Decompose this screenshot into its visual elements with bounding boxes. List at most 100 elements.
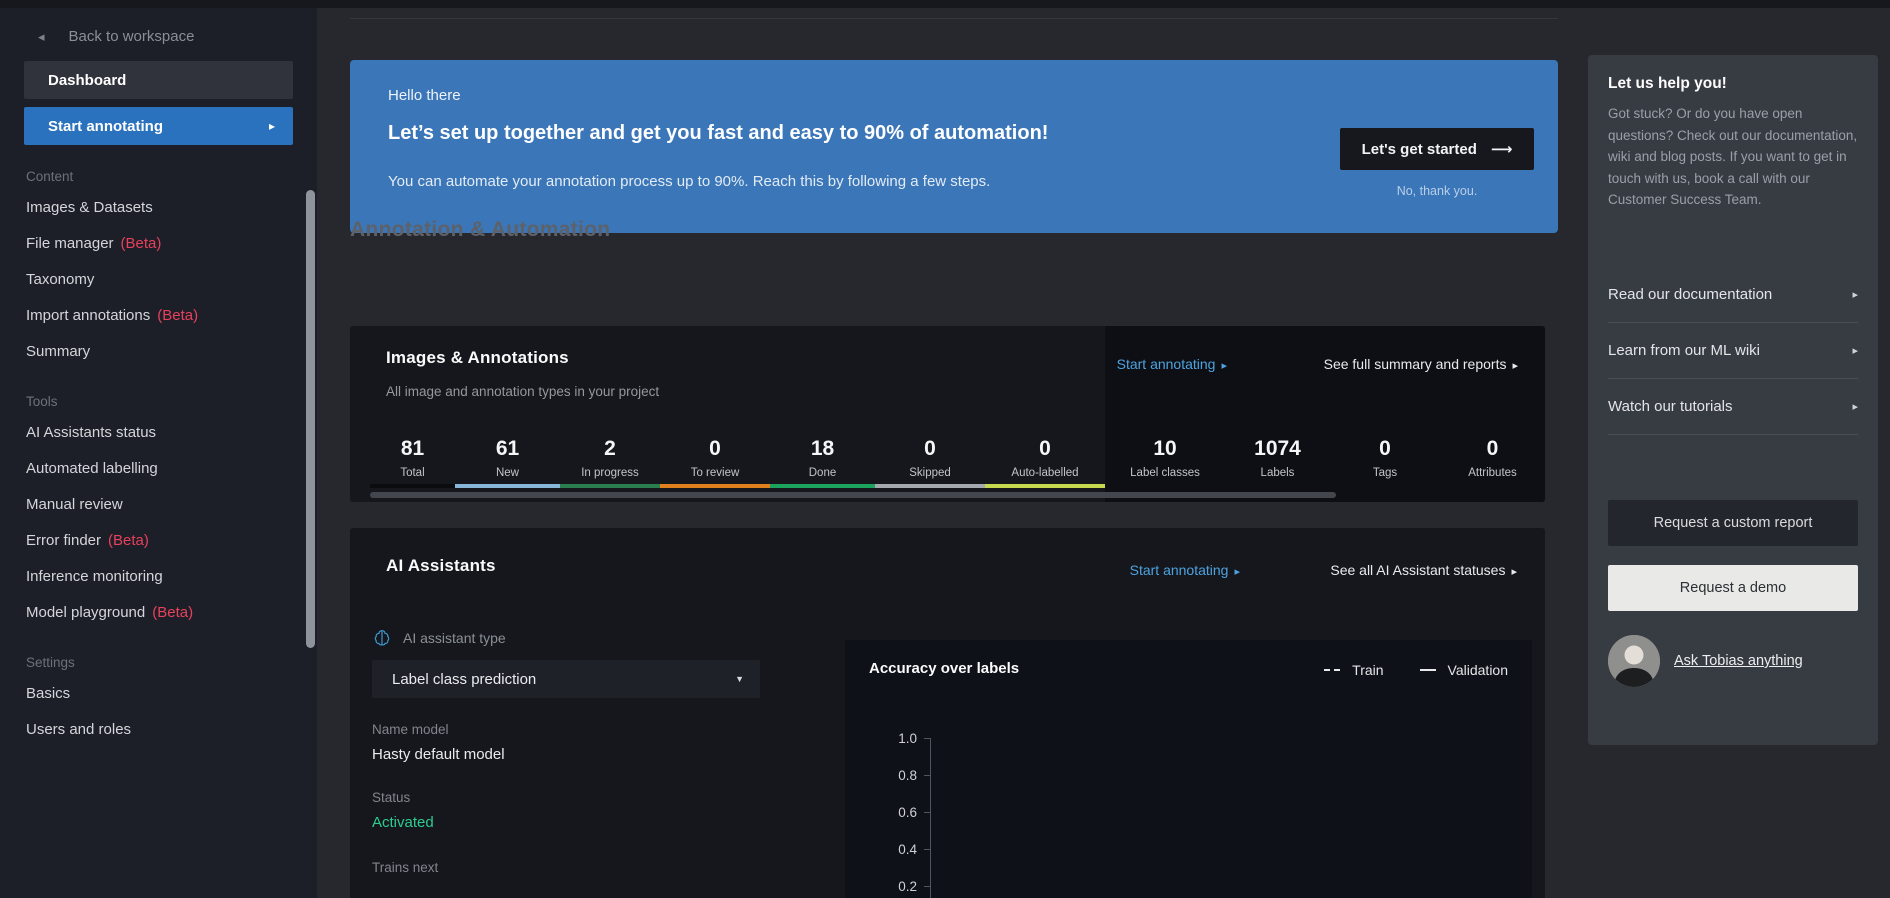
stat-underline bbox=[985, 484, 1105, 488]
avatar bbox=[1608, 635, 1660, 687]
stat-underline bbox=[1225, 484, 1330, 488]
images-annotations-card: Images & Annotations All image and annot… bbox=[350, 326, 1545, 502]
read-documentation-link[interactable]: Read our documentation ▸ bbox=[1608, 267, 1858, 323]
help-title: Let us help you! bbox=[1608, 75, 1727, 92]
sidebar-item-images-datasets[interactable]: Images & Datasets bbox=[0, 190, 317, 226]
link-label: Start annotating bbox=[1116, 356, 1216, 372]
help-panel: Let us help you! Got stuck? Or do you ha… bbox=[1588, 55, 1878, 745]
train-line-icon bbox=[1324, 669, 1341, 671]
stat-label: Total bbox=[400, 467, 425, 479]
sidebar-item-start-annotating[interactable]: Start annotating ▸ bbox=[24, 107, 293, 145]
stat-in-progress: 2 In progress bbox=[560, 436, 660, 479]
banner-headline: Let’s set up together and get you fast a… bbox=[388, 122, 1049, 144]
tick-mark bbox=[924, 738, 931, 739]
stat-value: 61 bbox=[495, 437, 520, 460]
onboarding-banner: Hello there Let’s set up together and ge… bbox=[350, 60, 1558, 233]
link-label: Start annotating bbox=[1129, 562, 1229, 578]
help-links: Read our documentation ▸ Learn from our … bbox=[1608, 267, 1858, 435]
stat-label: Done bbox=[808, 467, 837, 479]
see-full-summary-link[interactable]: See full summary and reports ▸ bbox=[1324, 356, 1518, 372]
stat-underline bbox=[875, 484, 985, 488]
status-value: Activated bbox=[372, 814, 434, 831]
caret-right-icon: ▸ bbox=[1221, 360, 1227, 372]
see-all-statuses-link[interactable]: See all AI Assistant statuses ▸ bbox=[1330, 562, 1517, 578]
taxonomy-stats-panel bbox=[1105, 326, 1545, 502]
ask-tobias-link[interactable]: Ask Tobias anything bbox=[1674, 653, 1803, 669]
caret-right-icon: ▸ bbox=[1511, 566, 1517, 578]
stat-value: 2 bbox=[604, 437, 616, 460]
link-label: See full summary and reports bbox=[1323, 356, 1507, 372]
ml-wiki-link[interactable]: Learn from our ML wiki ▸ bbox=[1608, 323, 1858, 379]
request-demo-button[interactable]: Request a demo bbox=[1608, 565, 1858, 611]
link-label: Learn from our ML wiki bbox=[1608, 342, 1760, 359]
nav-label: Manual review bbox=[26, 496, 123, 513]
sidebar-item-model-playground[interactable]: Model playground (Beta) bbox=[0, 595, 317, 631]
sidebar-item-error-finder[interactable]: Error finder (Beta) bbox=[0, 523, 317, 559]
sidebar-item-summary[interactable]: Summary bbox=[0, 334, 317, 370]
legend-train-label: Train bbox=[1352, 662, 1384, 678]
top-divider bbox=[350, 18, 1558, 19]
beta-badge: (Beta) bbox=[157, 307, 199, 324]
stat-total: 81 Total bbox=[370, 436, 455, 479]
y-axis-line bbox=[930, 738, 931, 898]
stat-value: 81 bbox=[400, 437, 425, 460]
stat-to-review: 0 To review bbox=[660, 436, 770, 479]
stat-label: Tags bbox=[1372, 467, 1398, 479]
sidebar-scrollbar[interactable] bbox=[306, 190, 315, 648]
stat-underline bbox=[1330, 484, 1440, 488]
y-tick: 0.8 bbox=[898, 768, 917, 783]
sidebar-item-taxonomy[interactable]: Taxonomy bbox=[0, 262, 317, 298]
start-annotating-link[interactable]: Start annotating ▸ bbox=[1117, 356, 1227, 372]
stat-label: Attributes bbox=[1468, 467, 1517, 479]
lets-get-started-button[interactable]: Let's get started ⟶ bbox=[1340, 128, 1534, 170]
stat-label: Skipped bbox=[909, 467, 951, 479]
banner-subtext: You can automate your annotation process… bbox=[388, 173, 991, 190]
stat-underlines bbox=[370, 484, 1545, 488]
stat-label: In progress bbox=[581, 467, 639, 479]
legend-validation-label: Validation bbox=[1447, 662, 1508, 678]
nav-label: Error finder bbox=[26, 532, 102, 549]
stat-underline bbox=[770, 484, 875, 488]
no-thank-you-link[interactable]: No, thank you. bbox=[1396, 184, 1478, 198]
stat-done: 18 Done bbox=[770, 436, 875, 479]
start-annotating-link[interactable]: Start annotating ▸ bbox=[1130, 562, 1240, 578]
stat-value: 0 bbox=[1039, 437, 1051, 460]
sidebar-item-ai-assistants-status[interactable]: AI Assistants status bbox=[0, 415, 317, 451]
beta-badge: (Beta) bbox=[152, 604, 194, 621]
nav-label: Inference monitoring bbox=[26, 568, 163, 585]
stat-value: 10 bbox=[1153, 437, 1177, 460]
stats-scrollbar[interactable] bbox=[370, 492, 1336, 498]
stat-label: New bbox=[495, 467, 519, 479]
tutorials-link[interactable]: Watch our tutorials ▸ bbox=[1608, 379, 1858, 435]
sidebar-item-basics[interactable]: Basics bbox=[0, 676, 317, 712]
sidebar-item-manual-review[interactable]: Manual review bbox=[0, 487, 317, 523]
caret-right-icon: ▸ bbox=[1512, 360, 1518, 372]
banner-greeting: Hello there bbox=[388, 87, 461, 104]
sidebar-item-automated-labelling[interactable]: Automated labelling bbox=[0, 451, 317, 487]
y-tick: 0.4 bbox=[898, 842, 917, 857]
request-custom-report-button[interactable]: Request a custom report bbox=[1608, 500, 1858, 546]
tick-mark bbox=[924, 812, 931, 813]
assistant-type-dropdown[interactable]: Label class prediction ▼ bbox=[372, 660, 760, 698]
back-to-workspace-link[interactable]: ◂ Back to workspace bbox=[0, 8, 317, 45]
ask-tobias-row: Ask Tobias anything bbox=[1608, 635, 1803, 687]
sidebar-item-import-annotations[interactable]: Import annotations (Beta) bbox=[0, 298, 317, 334]
stat-value: 1074 bbox=[1254, 437, 1301, 460]
stat-value: 0 bbox=[924, 437, 936, 460]
caret-right-icon: ▸ bbox=[268, 119, 275, 133]
card-title: Images & Annotations bbox=[386, 348, 569, 367]
chart-title: Accuracy over labels bbox=[869, 660, 1020, 677]
sidebar-item-file-manager[interactable]: File manager (Beta) bbox=[0, 226, 317, 262]
sidebar-item-dashboard[interactable]: Dashboard bbox=[24, 61, 293, 99]
beta-badge: (Beta) bbox=[120, 235, 162, 252]
ai-assistant-type-label: AI assistant type bbox=[403, 630, 506, 646]
left-sidebar: ◂ Back to workspace Dashboard Start anno… bbox=[0, 8, 317, 898]
sidebar-item-users-and-roles[interactable]: Users and roles bbox=[0, 712, 317, 748]
name-model-value: Hasty default model bbox=[372, 746, 505, 763]
trains-next-label: Trains next bbox=[372, 860, 439, 875]
stats-row: 81 Total 61 New 2 In progress 0 To review 18… bbox=[370, 436, 1545, 479]
link-label: Watch our tutorials bbox=[1608, 398, 1733, 415]
sidebar-item-inference-monitoring[interactable]: Inference monitoring bbox=[0, 559, 317, 595]
cta-label: Let's get started bbox=[1361, 140, 1477, 158]
stat-skipped: 0 Skipped bbox=[875, 436, 985, 479]
